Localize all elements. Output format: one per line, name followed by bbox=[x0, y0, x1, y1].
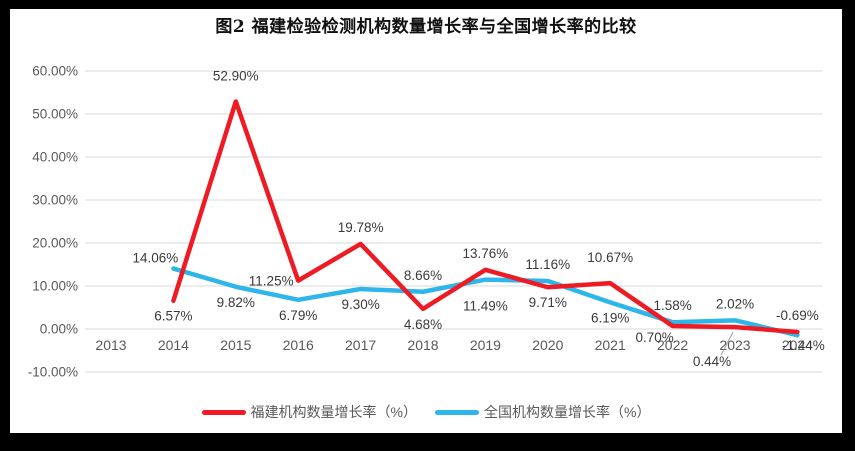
chart-title: 图2 福建检验检测机构数量增长率与全国增长率的比较 bbox=[215, 17, 637, 37]
data-label-fujian: 52.90% bbox=[213, 69, 259, 84]
x-tick-label: 2016 bbox=[283, 337, 314, 353]
legend-item-fujian: 福建机构数量增长率（%） bbox=[201, 402, 417, 422]
data-label-national: 9.30% bbox=[341, 297, 379, 312]
data-label-fujian: 4.68% bbox=[404, 317, 442, 332]
x-tick-label: 2013 bbox=[95, 337, 126, 353]
data-label-national: 6.79% bbox=[279, 308, 317, 323]
y-tick-label: 50.00% bbox=[32, 107, 78, 122]
y-tick-label: 30.00% bbox=[32, 193, 78, 208]
data-label-national: 1.58% bbox=[653, 298, 691, 313]
data-label-fujian: 13.76% bbox=[463, 246, 509, 261]
x-tick-label: 2022 bbox=[657, 337, 688, 353]
national-legend-label: 全国机构数量增长率（%） bbox=[484, 404, 651, 420]
data-label-fujian: 0.70% bbox=[635, 330, 673, 345]
data-label-national: 2.02% bbox=[716, 296, 754, 311]
y-tick-label: 60.00% bbox=[32, 64, 78, 79]
national-line-swatch bbox=[435, 409, 479, 415]
series-line-national bbox=[171, 266, 800, 338]
data-label-fujian: 10.67% bbox=[587, 250, 633, 265]
data-label-fujian: 9.71% bbox=[529, 295, 567, 310]
x-tick-label: 2019 bbox=[470, 337, 501, 353]
x-tick-label: 2017 bbox=[345, 337, 376, 353]
data-label-fujian: 11.25% bbox=[249, 274, 294, 289]
y-tick-label: 0.00% bbox=[40, 322, 78, 337]
data-label-national: 11.49% bbox=[463, 299, 508, 314]
x-tick-label: 2014 bbox=[158, 337, 189, 353]
x-tick-label: 2015 bbox=[220, 337, 251, 353]
data-label-fujian: 19.78% bbox=[338, 220, 384, 235]
x-tick-label: 2024 bbox=[782, 337, 813, 353]
growth-rate-line-chart: 60.00% 50.00% 40.00% 30.00% 20.00% 10.00% 0.00… bbox=[28, 64, 825, 380]
data-label-fujian: 0.44% bbox=[693, 354, 731, 369]
y-tick-label: 20.00% bbox=[32, 236, 78, 251]
x-tick-label: 2023 bbox=[719, 337, 750, 353]
data-label-national: 6.19% bbox=[591, 310, 629, 325]
x-tick-label: 2020 bbox=[532, 337, 563, 353]
y-tick-label: 40.00% bbox=[32, 150, 78, 165]
y-tick-label: 10.00% bbox=[32, 279, 78, 294]
label-leader-line bbox=[720, 331, 734, 356]
data-label-national: 8.66% bbox=[404, 268, 442, 283]
data-label-fujian: 6.57% bbox=[154, 309, 192, 324]
x-tick-label: 2018 bbox=[407, 337, 438, 353]
chart-legend: 福建机构数量增长率（%） 全国机构数量增长率（%） bbox=[10, 401, 842, 423]
fujian-legend-label: 福建机构数量增长率（%） bbox=[250, 404, 417, 420]
fujian-line-swatch bbox=[201, 409, 246, 415]
data-label-fujian: -0.69% bbox=[776, 308, 819, 323]
data-label-national: 9.82% bbox=[217, 295, 255, 310]
data-label-national: -1.44% bbox=[782, 338, 825, 353]
series-line-fujian bbox=[171, 99, 800, 335]
chart-panel: 图2 福建检验检测机构数量增长率与全国增长率的比较 60.00% 50.00% 40… bbox=[10, 9, 842, 433]
y-tick-label: -10.00% bbox=[28, 365, 78, 380]
legend-item-national: 全国机构数量增长率（%） bbox=[435, 402, 650, 422]
x-tick-label: 2021 bbox=[595, 337, 626, 353]
data-label-national: 11.16% bbox=[525, 257, 570, 272]
data-label-national: 14.06% bbox=[133, 251, 179, 266]
